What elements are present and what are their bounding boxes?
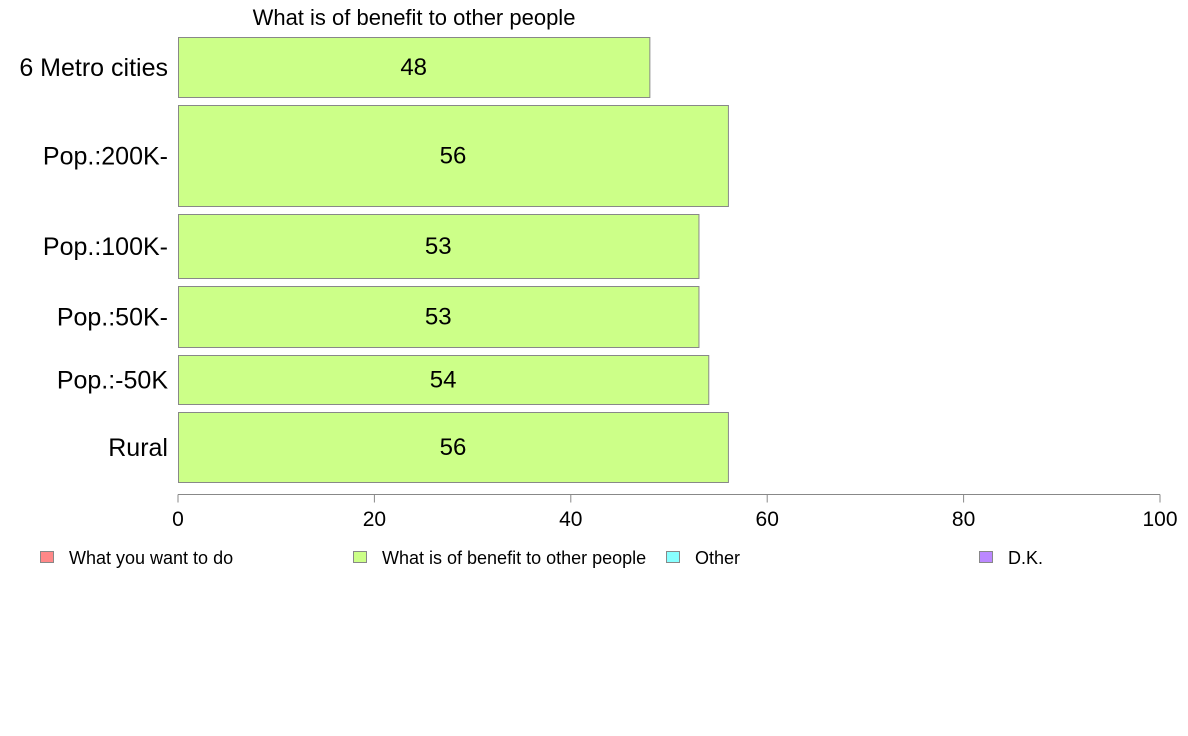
x-tick-label: 80 <box>952 508 975 531</box>
bar-value-label: 56 <box>440 434 467 461</box>
bars-group: 48 6 Metro cities 56 Pop.:200K- 53 Pop.:100K-… <box>19 37 729 483</box>
legend-label: Other <box>695 548 740 568</box>
category-label: Pop.:100K- <box>43 233 168 261</box>
chart-title: What is of benefit to other people <box>253 5 576 30</box>
x-tick-label: 100 <box>1142 508 1177 531</box>
legend-label: What you want to do <box>69 548 233 568</box>
x-tick-label: 0 <box>172 508 184 531</box>
legend-label: What is of benefit to other people <box>382 548 646 568</box>
legend-swatch <box>979 551 993 563</box>
bar <box>178 355 710 405</box>
x-axis: 0 20 40 60 80 100 <box>172 494 1178 531</box>
category-label: Pop.:200K- <box>43 143 168 171</box>
bar <box>178 214 700 279</box>
bar <box>178 37 651 98</box>
category-label: Rural <box>108 434 168 462</box>
x-tick-label: 20 <box>363 508 386 531</box>
category-label: Pop.:-50K <box>57 367 169 395</box>
legend-label: D.K. <box>1008 548 1043 568</box>
x-tick-label: 40 <box>559 508 582 531</box>
category-label: 6 Metro cities <box>19 54 168 82</box>
bar-value-label: 53 <box>425 304 452 331</box>
bar-value-label: 56 <box>440 143 467 170</box>
bar-value-label: 48 <box>400 54 427 81</box>
category-label: Pop.:50K- <box>57 304 168 332</box>
bar <box>178 286 700 348</box>
x-tick-label: 60 <box>756 508 779 531</box>
bar-value-label: 53 <box>425 233 452 260</box>
bar <box>178 105 729 207</box>
legend: What you want to do What is of benefit to… <box>40 548 1043 568</box>
legend-swatch <box>353 551 367 563</box>
bar-value-label: 54 <box>430 367 457 394</box>
legend-swatch <box>40 551 54 563</box>
bar <box>178 412 729 483</box>
legend-swatch <box>666 551 680 563</box>
